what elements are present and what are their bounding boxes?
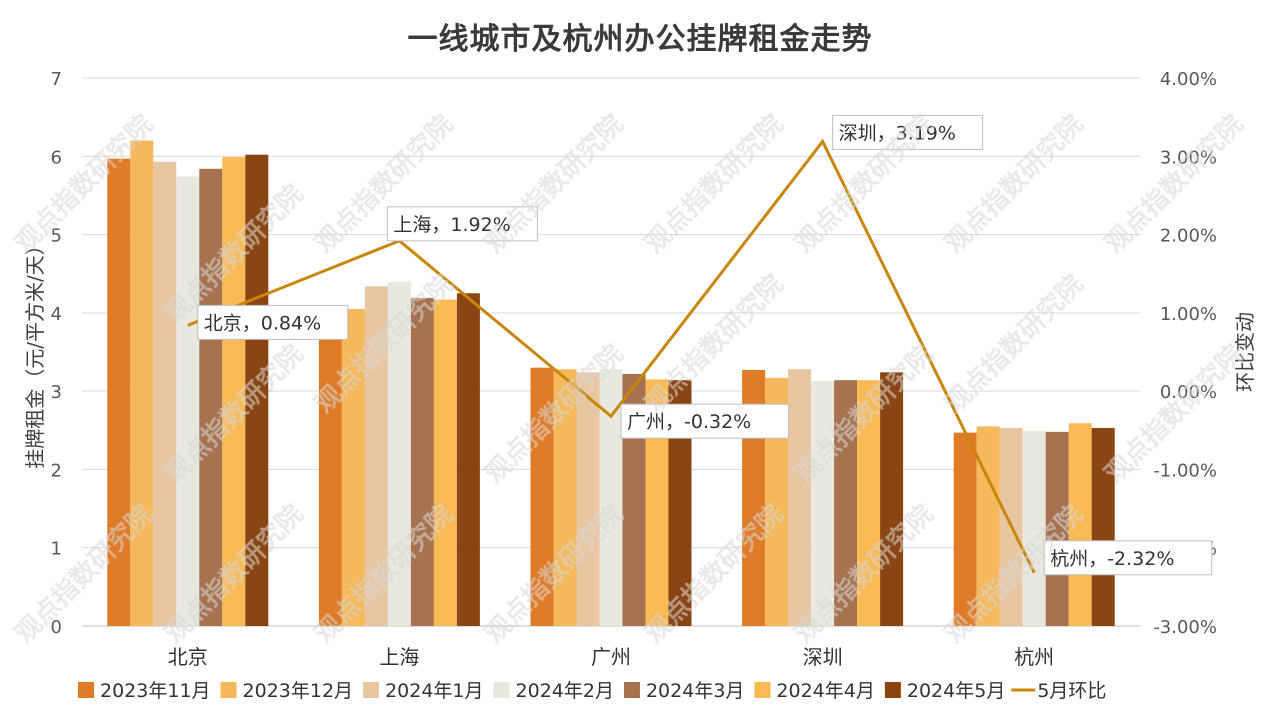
bar xyxy=(553,369,577,626)
bar xyxy=(857,380,881,626)
bars-layer xyxy=(107,140,1115,627)
callout-label: 上海，1.92% xyxy=(393,214,510,236)
callout-box xyxy=(832,114,984,150)
y-tick-label: 6 xyxy=(51,147,62,168)
bar xyxy=(341,308,365,626)
y-tick-label: 3 xyxy=(51,382,62,403)
bar xyxy=(1091,427,1115,626)
callout-label: 广州，-0.32% xyxy=(627,411,751,433)
chart-title: 一线城市及杭州办公挂牌租金走势 xyxy=(407,22,873,57)
callout-box xyxy=(620,403,789,439)
bar xyxy=(1045,431,1069,626)
bar xyxy=(953,432,977,626)
x-category-label: 北京 xyxy=(168,645,208,669)
bar xyxy=(530,367,554,626)
y2-tick-label: 1.00% xyxy=(1160,304,1217,325)
y2-tick-label: 3.00% xyxy=(1160,147,1217,168)
y2-tick-label: 0.00% xyxy=(1160,382,1217,403)
bar xyxy=(765,377,789,626)
bar xyxy=(811,380,835,626)
bar xyxy=(834,380,858,626)
watermark: 观点指数研究院 xyxy=(639,109,790,260)
x-category-label: 广州 xyxy=(591,645,631,669)
bar xyxy=(153,161,177,626)
bar xyxy=(387,281,411,626)
bar xyxy=(199,168,223,626)
y2-tick-label: 4.00% xyxy=(1160,69,1217,90)
callout-box xyxy=(1043,540,1213,576)
legend-swatch xyxy=(493,682,510,698)
bar xyxy=(599,369,623,626)
legend-swatch xyxy=(78,682,94,698)
y-tick-label: 4 xyxy=(51,304,62,325)
y-axis-title: 挂牌租金（元/平方米/天） xyxy=(23,235,47,468)
y-tick-label: 0 xyxy=(51,617,62,638)
legend-label: 2023年11月 xyxy=(100,680,211,702)
bar xyxy=(433,299,457,626)
bar xyxy=(880,372,904,626)
bar xyxy=(976,426,1000,626)
bar xyxy=(1022,431,1046,626)
legend-label: 2024年1月 xyxy=(385,680,483,702)
bar xyxy=(788,369,812,626)
x-category-label: 上海 xyxy=(379,645,419,669)
legend-label: 2024年3月 xyxy=(646,680,744,702)
legend-layer: 2023年11月 2023年12月 2024年1月 2024年2月 2024年3月 202… xyxy=(78,680,1106,702)
watermark: 观点指数研究院 xyxy=(479,109,630,260)
callout-layer: 北京，0.84% 上海，1.92% 广州，-0.32% 深圳，3.19% 杭州，-2.3… xyxy=(197,114,1213,576)
bar xyxy=(130,140,154,626)
legend-label: 2023年12月 xyxy=(243,680,354,702)
callout-box xyxy=(197,304,349,340)
x-category-label: 杭州 xyxy=(1014,645,1054,669)
y2-tick-label: -1.00% xyxy=(1153,460,1217,481)
bar xyxy=(222,157,246,626)
y2-tick-label: -3.00% xyxy=(1153,617,1217,638)
legend-label: 2024年4月 xyxy=(776,680,874,702)
bar xyxy=(1068,423,1092,626)
bar xyxy=(107,158,131,627)
bar xyxy=(668,380,692,626)
callout-label: 杭州，-2.32% xyxy=(1050,548,1174,570)
callout-box xyxy=(386,206,538,242)
callout-label: 深圳，3.19% xyxy=(839,122,956,144)
legend-swatch xyxy=(623,682,640,698)
bar xyxy=(318,306,342,626)
y-tick-label: 7 xyxy=(51,69,62,90)
legend-swatch xyxy=(754,682,771,698)
bar xyxy=(576,372,600,626)
y-tick-label: 1 xyxy=(51,539,62,560)
legend-label: 2024年5月 xyxy=(907,680,1005,702)
legend-swatch xyxy=(363,682,380,698)
legend-swatch xyxy=(220,682,237,698)
bar xyxy=(410,297,434,626)
bar xyxy=(245,154,269,626)
bar xyxy=(176,176,200,626)
legend-label: 5月环比 xyxy=(1037,680,1106,702)
bar xyxy=(645,379,669,626)
line-series xyxy=(187,138,1036,574)
x-category-label: 深圳 xyxy=(803,645,843,669)
watermark: 观点指数研究院 xyxy=(939,269,1090,420)
line-layer xyxy=(187,138,1036,574)
y2-tick-label: 2.00% xyxy=(1160,226,1217,247)
bar xyxy=(364,286,388,626)
y2-axis-title: 环比变动 xyxy=(1233,312,1257,392)
bar xyxy=(456,293,480,626)
y-tick-label: 2 xyxy=(51,460,62,481)
legend-label: 2024年2月 xyxy=(516,680,614,702)
callout-label: 北京，0.84% xyxy=(204,312,321,334)
y-tick-label: 5 xyxy=(51,226,62,247)
legend-swatch xyxy=(884,682,901,698)
